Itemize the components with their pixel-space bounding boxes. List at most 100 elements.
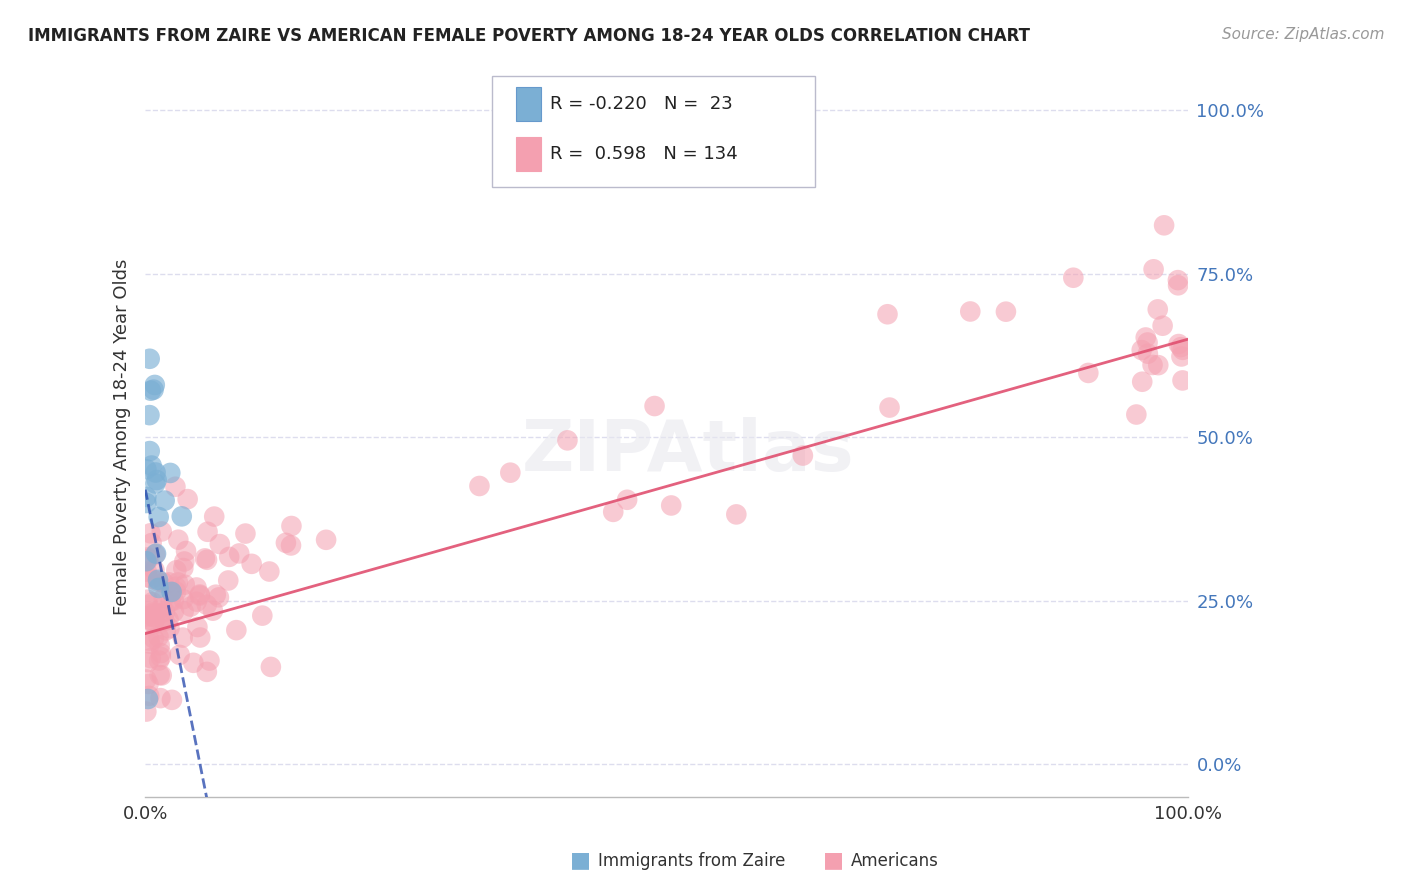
Point — [159, 621, 181, 635]
Point — [138, 552, 160, 566]
Text: ZIPAtlas: ZIPAtlas — [522, 417, 853, 486]
Point — [150, 524, 173, 539]
Point — [1125, 408, 1147, 422]
Point — [195, 598, 218, 612]
Point — [159, 594, 181, 608]
Point — [141, 536, 163, 550]
Point — [172, 592, 194, 607]
Point — [197, 524, 219, 539]
Point — [180, 599, 202, 614]
Point — [260, 660, 283, 674]
Point — [1136, 335, 1159, 350]
Point — [169, 648, 191, 662]
Point — [315, 533, 337, 547]
Point — [142, 615, 165, 630]
Point — [138, 351, 160, 366]
Point — [994, 304, 1017, 318]
Point — [141, 595, 163, 609]
Point — [135, 609, 157, 624]
Point — [139, 526, 162, 541]
Point — [136, 592, 159, 607]
Point — [240, 557, 263, 571]
Point — [149, 607, 172, 621]
Point — [188, 589, 211, 603]
Point — [1136, 347, 1159, 361]
Point — [163, 605, 186, 619]
Point — [143, 563, 166, 577]
Point — [142, 383, 165, 397]
Point — [138, 677, 160, 691]
Point — [136, 570, 159, 584]
Point — [135, 490, 157, 504]
Point — [139, 613, 162, 627]
Point — [208, 591, 231, 605]
Point — [644, 399, 666, 413]
Point — [165, 584, 187, 599]
Point — [135, 554, 157, 568]
Point — [1167, 337, 1189, 351]
Point — [1135, 330, 1157, 344]
Point — [139, 384, 162, 398]
Point — [150, 668, 173, 682]
Point — [186, 620, 208, 634]
Point — [141, 609, 163, 624]
Text: ■: ■ — [823, 850, 844, 870]
Point — [1130, 375, 1153, 389]
Point — [1077, 366, 1099, 380]
Point — [228, 546, 250, 560]
Point — [959, 304, 981, 318]
Point — [186, 595, 208, 609]
Point — [141, 572, 163, 586]
Point — [138, 689, 160, 703]
Point — [143, 476, 166, 491]
Point — [188, 587, 211, 601]
Point — [218, 549, 240, 564]
Point — [153, 605, 176, 619]
Point — [143, 548, 166, 562]
Point — [173, 578, 195, 592]
Point — [165, 480, 187, 494]
Point — [186, 581, 208, 595]
Text: R = -0.220   N =  23: R = -0.220 N = 23 — [550, 95, 733, 113]
Text: Immigrants from Zaire: Immigrants from Zaire — [598, 852, 785, 870]
Point — [157, 613, 180, 627]
Point — [1062, 270, 1084, 285]
Point — [136, 655, 159, 669]
Point — [172, 561, 194, 575]
Point — [280, 519, 302, 533]
Point — [217, 574, 239, 588]
Point — [280, 538, 302, 552]
Text: Source: ZipAtlas.com: Source: ZipAtlas.com — [1222, 27, 1385, 42]
Point — [195, 553, 218, 567]
Point — [165, 580, 187, 594]
Point — [136, 550, 159, 565]
Point — [139, 651, 162, 665]
Point — [208, 537, 231, 551]
Point — [172, 631, 194, 645]
Point — [204, 588, 226, 602]
Point — [142, 632, 165, 646]
Point — [1171, 343, 1194, 357]
Point — [173, 554, 195, 568]
Point — [143, 607, 166, 621]
Point — [139, 637, 162, 651]
Point — [1170, 350, 1192, 364]
Point — [167, 533, 190, 547]
Text: R =  0.598   N = 134: R = 0.598 N = 134 — [550, 145, 738, 162]
Point — [879, 401, 901, 415]
Point — [138, 633, 160, 648]
Point — [135, 705, 157, 719]
Point — [659, 499, 682, 513]
Point — [195, 665, 218, 679]
Point — [152, 575, 174, 590]
Point — [225, 623, 247, 637]
Text: Americans: Americans — [851, 852, 939, 870]
Point — [1167, 278, 1189, 293]
Text: IMMIGRANTS FROM ZAIRE VS AMERICAN FEMALE POVERTY AMONG 18-24 YEAR OLDS CORRELATI: IMMIGRANTS FROM ZAIRE VS AMERICAN FEMALE… — [28, 27, 1031, 45]
Point — [160, 585, 183, 599]
Point — [167, 575, 190, 590]
Point — [149, 638, 172, 652]
Point — [274, 536, 297, 550]
Point — [1167, 273, 1189, 287]
Point — [1153, 219, 1175, 233]
